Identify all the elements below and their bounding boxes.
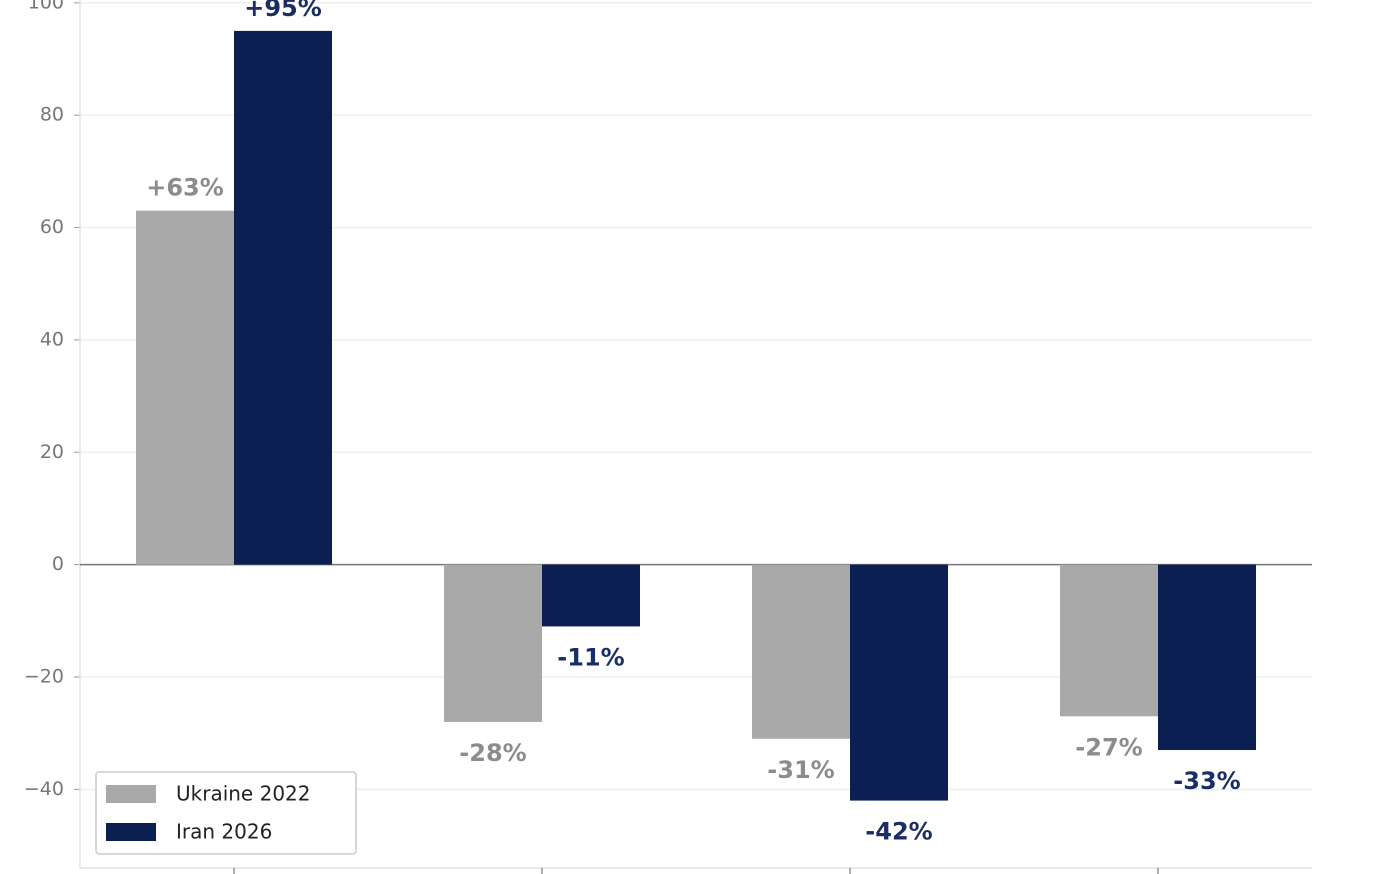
y-tick-label: 20 bbox=[40, 441, 64, 463]
legend-label: Iran 2026 bbox=[176, 820, 272, 844]
bar bbox=[752, 564, 850, 739]
legend: Ukraine 2022 Iran 2026 bbox=[95, 771, 357, 855]
value-label: -42% bbox=[865, 818, 932, 846]
y-tick-label: −20 bbox=[24, 665, 64, 687]
y-tick-label: 80 bbox=[40, 104, 64, 126]
legend-swatch bbox=[106, 785, 156, 803]
y-tick-label: 0 bbox=[52, 553, 64, 575]
value-label: +63% bbox=[146, 174, 224, 202]
y-tick-label: −40 bbox=[24, 778, 64, 800]
value-label: -27% bbox=[1075, 733, 1142, 761]
bar bbox=[136, 210, 234, 565]
bar bbox=[542, 564, 640, 627]
value-label: -31% bbox=[767, 756, 834, 784]
y-tick-label: 60 bbox=[40, 216, 64, 238]
y-tick-label: 40 bbox=[40, 328, 64, 350]
bar bbox=[444, 564, 542, 722]
legend-box bbox=[95, 771, 357, 855]
value-label: -28% bbox=[459, 739, 526, 767]
value-label: +95% bbox=[244, 0, 322, 22]
bar bbox=[1060, 564, 1158, 717]
bar bbox=[850, 564, 948, 801]
legend-swatch bbox=[106, 823, 156, 841]
legend-label: Ukraine 2022 bbox=[176, 782, 311, 806]
bar bbox=[234, 30, 332, 565]
y-tick-label: 100 bbox=[28, 0, 64, 13]
bar bbox=[1158, 564, 1256, 751]
value-label: -33% bbox=[1173, 767, 1240, 795]
value-label: -11% bbox=[557, 643, 624, 671]
